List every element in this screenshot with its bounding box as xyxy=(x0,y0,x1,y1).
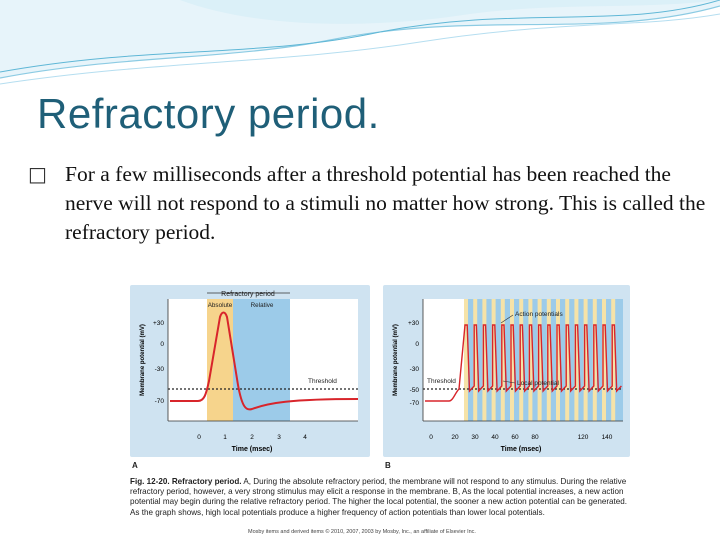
refractory-band xyxy=(537,299,542,421)
refractory-band xyxy=(574,299,579,421)
refractory-figure: Refractory period Absolute Relative Thre… xyxy=(130,285,630,540)
refractory-band xyxy=(611,299,616,421)
refractory-band xyxy=(500,299,505,421)
refractory-band xyxy=(583,299,588,421)
x-tick: 140 xyxy=(602,434,613,441)
refractory-band xyxy=(565,299,570,421)
x-tick: 20 xyxy=(451,434,459,441)
refractory-band xyxy=(473,299,478,421)
y-tick: +30 xyxy=(153,320,164,327)
panel-a-graph: Refractory period Absolute Relative Thre… xyxy=(130,285,370,457)
refractory-band xyxy=(482,299,487,421)
x-tick: 40 xyxy=(491,434,499,441)
caption-lead: Fig. 12-20. Refractory period. xyxy=(130,477,242,486)
bullet-text: For a few milliseconds after a threshold… xyxy=(65,162,706,244)
relative-label: Relative xyxy=(251,302,274,309)
y-axis-label: Membrane potential (mV) xyxy=(140,324,146,396)
y-tick: -30 xyxy=(155,366,165,373)
panel-b-graph: Threshold Action potentials Local potent… xyxy=(383,285,630,457)
x-tick: 60 xyxy=(511,434,519,441)
x-tick: 3 xyxy=(277,434,281,441)
caption-body: A, During the absolute refractory period… xyxy=(130,477,628,517)
x-tick: 0 xyxy=(197,434,201,441)
action-potential-trace xyxy=(425,324,622,402)
bullet-point: □ For a few milliseconds after a thresho… xyxy=(28,160,708,247)
y-axis-label: Membrane potential (mV) xyxy=(393,324,399,396)
x-tick: 120 xyxy=(578,434,589,441)
refractory-band xyxy=(592,299,597,421)
x-axis-label: Time (msec) xyxy=(232,446,273,453)
x-tick: 30 xyxy=(471,434,479,441)
refractory-band xyxy=(546,299,551,421)
y-tick: 0 xyxy=(415,341,419,348)
y-tick: 0 xyxy=(160,341,164,348)
refractory-band xyxy=(602,299,606,421)
y-tick: -50 xyxy=(410,387,420,394)
x-tick: 1 xyxy=(223,434,227,441)
threshold-label: Threshold xyxy=(308,378,337,385)
y-tick: -70 xyxy=(155,398,165,405)
refractory-band xyxy=(491,299,496,421)
y-tick: -30 xyxy=(410,366,420,373)
x-tick: 2 xyxy=(250,434,254,441)
figure-caption: Fig. 12-20. Refractory period. A, During… xyxy=(130,477,630,518)
refractory-band xyxy=(464,299,468,421)
x-tick: 0 xyxy=(429,434,433,441)
x-axis-label: Time (msec) xyxy=(501,446,542,453)
figure-credit: Mosby items and derived items © 2010, 20… xyxy=(248,529,476,535)
x-tick: 4 xyxy=(303,434,307,441)
local-potential-label: Local potential xyxy=(517,380,559,387)
absolute-label: Absolute xyxy=(208,302,233,309)
refractory-band xyxy=(556,299,560,421)
refractory-band xyxy=(528,299,533,421)
x-tick: 80 xyxy=(531,434,539,441)
header-wave-decoration xyxy=(0,0,720,85)
refractory-period-label: Refractory period xyxy=(221,291,275,298)
action-potentials-label: Action potentials xyxy=(515,311,563,318)
refractory-bands xyxy=(464,299,616,421)
square-bullet-icon: □ xyxy=(28,162,47,186)
y-tick: -70 xyxy=(410,400,420,407)
refractory-band xyxy=(519,299,524,421)
action-potential-trace xyxy=(170,311,359,411)
panel-b-letter: B xyxy=(385,461,391,470)
slide-title: Refractory period. xyxy=(37,90,380,137)
panel-a-letter: A xyxy=(132,461,138,470)
refractory-band xyxy=(510,299,514,421)
y-tick: +30 xyxy=(408,320,419,327)
threshold-label: Threshold xyxy=(427,378,456,385)
